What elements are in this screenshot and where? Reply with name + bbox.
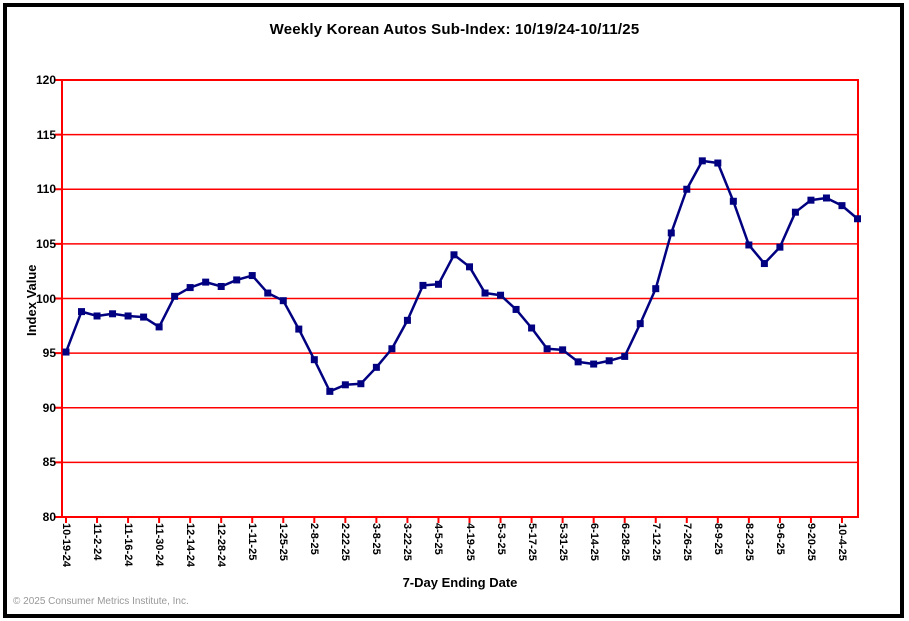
data-point-marker bbox=[512, 305, 520, 313]
data-point-marker bbox=[372, 363, 380, 371]
data-point-marker bbox=[140, 313, 148, 321]
x-tick-label: 10-4-25 bbox=[835, 523, 848, 561]
x-tick-label: 6-14-25 bbox=[587, 523, 600, 561]
x-tick-label: 11-30-24 bbox=[153, 523, 166, 567]
x-tick-label: 9-6-25 bbox=[773, 523, 786, 555]
data-point-marker bbox=[481, 289, 489, 297]
x-tick-label: 11-16-24 bbox=[122, 523, 135, 567]
data-point-marker bbox=[791, 208, 799, 216]
chart-title: Weekly Korean Autos Sub-Index: 10/19/24-… bbox=[269, 21, 640, 38]
x-tick-label: 1-25-25 bbox=[277, 523, 290, 561]
y-tick-label: 115 bbox=[36, 127, 56, 142]
data-point-marker bbox=[745, 241, 753, 249]
x-tick-label: 12-14-24 bbox=[184, 523, 197, 568]
data-point-marker bbox=[93, 312, 101, 320]
data-point-marker bbox=[357, 380, 365, 388]
data-point-marker bbox=[264, 289, 272, 297]
x-tick-label: 3-22-25 bbox=[401, 523, 414, 561]
data-point-marker bbox=[621, 352, 629, 360]
data-point-marker bbox=[466, 263, 474, 271]
y-tick-label: 85 bbox=[42, 455, 56, 470]
data-point-marker bbox=[419, 281, 427, 289]
x-tick-label: 11-2-24 bbox=[91, 523, 104, 561]
data-point-marker bbox=[62, 348, 70, 356]
data-point-marker bbox=[714, 159, 722, 167]
copyright-notice: © 2025 Consumer Metrics Institute, Inc. bbox=[13, 596, 189, 607]
x-tick-label: 1-11-25 bbox=[246, 523, 259, 561]
data-point-marker bbox=[636, 320, 644, 328]
data-point-marker bbox=[78, 308, 86, 316]
data-point-marker bbox=[171, 292, 179, 300]
x-tick-label: 5-31-25 bbox=[556, 523, 569, 561]
data-point-marker bbox=[450, 251, 458, 259]
x-tick-label: 2-22-25 bbox=[339, 523, 352, 561]
data-point-marker bbox=[698, 157, 706, 165]
data-point-marker bbox=[202, 278, 210, 286]
data-point-marker bbox=[528, 324, 536, 332]
data-point-marker bbox=[310, 356, 318, 364]
data-point-marker bbox=[326, 387, 334, 395]
data-point-marker bbox=[403, 316, 411, 324]
data-point-marker bbox=[186, 284, 194, 292]
data-point-marker bbox=[729, 197, 737, 205]
data-point-marker bbox=[295, 325, 303, 333]
data-line bbox=[64, 159, 859, 393]
x-tick-label: 8-9-25 bbox=[711, 523, 724, 555]
x-tick-label: 8-23-25 bbox=[742, 523, 755, 561]
data-point-marker bbox=[822, 194, 830, 202]
x-tick-label: 7-12-25 bbox=[649, 523, 662, 561]
data-point-marker bbox=[434, 280, 442, 288]
x-tick-label: 5-17-25 bbox=[525, 523, 538, 561]
x-tick-label: 7-26-25 bbox=[680, 523, 693, 561]
data-point-marker bbox=[807, 196, 815, 204]
y-tick-label: 100 bbox=[35, 291, 56, 306]
data-point-marker bbox=[109, 310, 117, 318]
y-tick-label: 80 bbox=[42, 510, 56, 524]
data-point-marker bbox=[776, 243, 784, 251]
x-tick-label: 4-19-25 bbox=[463, 523, 476, 561]
x-tick-label: 2-8-25 bbox=[308, 523, 321, 555]
data-point-marker bbox=[559, 346, 567, 354]
data-point-marker bbox=[248, 272, 256, 280]
y-tick-label: 110 bbox=[36, 182, 56, 197]
plot-area bbox=[55, 79, 861, 523]
data-point-marker bbox=[574, 358, 582, 366]
data-point-marker bbox=[341, 381, 349, 389]
x-tick-label: 10-19-24 bbox=[60, 523, 72, 568]
data-point-marker bbox=[683, 185, 691, 193]
data-point-marker bbox=[854, 215, 861, 223]
y-tick-label: 90 bbox=[42, 400, 56, 415]
data-point-marker bbox=[543, 345, 551, 353]
data-point-marker bbox=[652, 285, 660, 293]
data-point-marker bbox=[760, 260, 768, 268]
data-point-marker bbox=[605, 357, 613, 365]
data-point-marker bbox=[590, 360, 598, 368]
data-point-marker bbox=[497, 291, 505, 299]
data-point-marker bbox=[388, 345, 396, 353]
x-tick-label: 3-8-25 bbox=[370, 523, 383, 555]
x-axis-title: 7-Day Ending Date bbox=[402, 575, 518, 590]
y-tick-label: 95 bbox=[42, 346, 56, 361]
y-tick-label: 105 bbox=[35, 236, 56, 251]
data-point-marker bbox=[217, 282, 225, 290]
x-tick-label: 6-28-25 bbox=[618, 523, 631, 561]
x-tick-label: 4-5-25 bbox=[432, 523, 445, 555]
data-point-marker bbox=[233, 276, 241, 284]
plot-border bbox=[61, 79, 859, 518]
data-point-marker bbox=[155, 323, 163, 331]
y-tick-label: 120 bbox=[35, 73, 56, 87]
x-tick-label: 12-28-24 bbox=[215, 523, 228, 568]
x-tick-label: 5-3-25 bbox=[494, 523, 507, 555]
data-point-marker bbox=[667, 229, 675, 237]
data-point-marker bbox=[838, 202, 846, 210]
x-tick-label: 9-20-25 bbox=[804, 523, 817, 561]
data-point-marker bbox=[124, 312, 132, 320]
data-point-marker bbox=[279, 297, 287, 305]
